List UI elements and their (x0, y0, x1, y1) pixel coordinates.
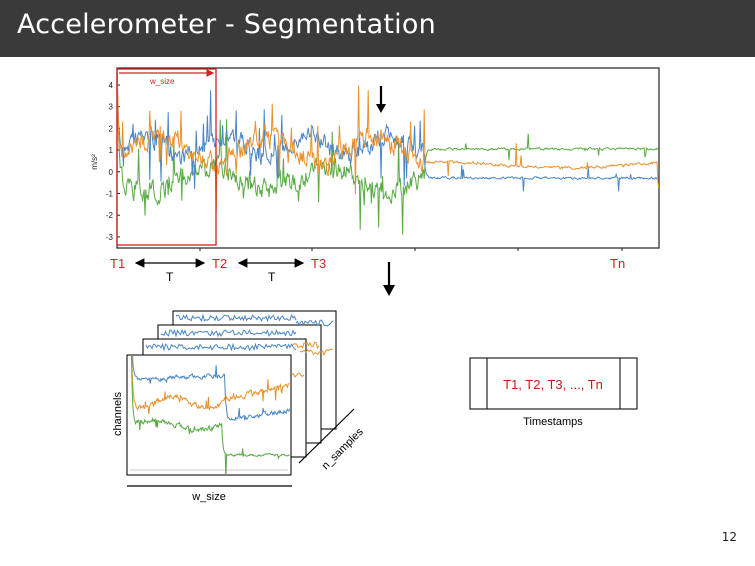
window-blue-channel (132, 356, 291, 421)
n-samples-label: n_samples (320, 426, 366, 472)
window-stack: channels w_size n_samples (112, 310, 366, 503)
marker-t1: T1 (110, 256, 125, 271)
timestamps-box: T1, T2, T3, ..., Tn Timestamps (469, 357, 638, 428)
n-samples-axis-line (298, 408, 355, 464)
time-markers: T1 T2 T3 Tn T T (110, 256, 625, 284)
window-stack-hint-trace (160, 328, 297, 338)
y-axis-label: m/s² (90, 154, 99, 170)
timestamps-caption: Timestamps (523, 416, 583, 428)
marker-tn: Tn (610, 256, 625, 271)
window-stack-hint-trace (175, 313, 297, 323)
window-stack-hints (145, 313, 334, 378)
y-tick-label: 3 (109, 103, 114, 112)
signal-plot-frame (116, 67, 660, 249)
window-orange-channel (131, 356, 290, 415)
y-tick-label: 1 (109, 146, 114, 155)
window-stack-hint-trace (295, 319, 334, 327)
signal-orange-channel (117, 80, 659, 213)
page-number: 12 (721, 530, 737, 544)
y-tick-label: 4 (109, 81, 114, 90)
w-size-label: w_size (191, 491, 226, 503)
y-tick-label: -2 (106, 211, 114, 220)
signal-green-channel (117, 75, 659, 235)
y-tick-label: -1 (106, 190, 114, 199)
signal-plot: 4 3 2 1 0 -1 -2 -3 m/s² w_size (90, 67, 660, 251)
y-tick-label: 2 (109, 124, 114, 133)
y-tick-label: 0 (109, 168, 114, 177)
window-green-channel (130, 356, 290, 474)
x-axis-ticks (199, 248, 623, 251)
interval-label-2: T (268, 270, 276, 284)
window-stack-hint-trace (291, 372, 305, 378)
timestamps-content: T1, T2, T3, ..., Tn (503, 377, 603, 392)
timestamps-frame (469, 357, 638, 410)
window-stack-hint-trace (145, 342, 297, 352)
marker-t2: T2 (212, 256, 227, 271)
window-size-label: w_size (149, 77, 175, 86)
signal-blue-channel (117, 68, 659, 192)
window-highlight (116, 68, 217, 246)
marker-t3: T3 (311, 256, 326, 271)
channels-label: channels (112, 391, 124, 436)
flow-arrows (376, 86, 395, 296)
slide-title: Accelerometer - Segmentation (17, 9, 436, 40)
window-stack-hint-trace (299, 348, 334, 357)
y-tick-label: -3 (106, 233, 114, 242)
interval-label-1: T (166, 270, 174, 284)
window-stack-hint-trace (291, 341, 320, 349)
title-bar: Accelerometer - Segmentation (0, 0, 755, 57)
